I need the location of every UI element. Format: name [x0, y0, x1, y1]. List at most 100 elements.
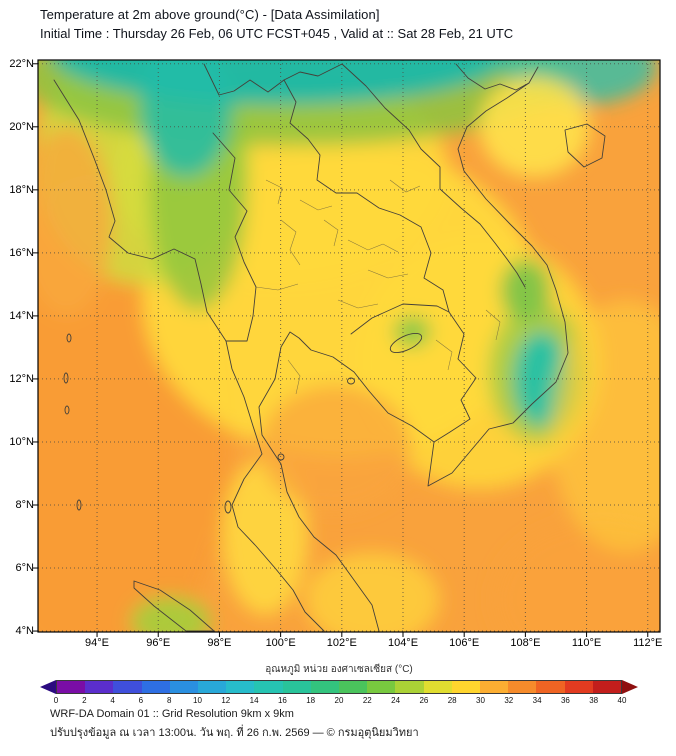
graticule-grid [38, 60, 660, 632]
colorbar-tick-label: 26 [419, 696, 429, 705]
lat-tick-label: 12°N [9, 372, 34, 385]
lat-tick-label: 10°N [9, 435, 34, 448]
lat-tick-label: 18°N [9, 183, 34, 196]
update-info-text: ปรับปรุงข้อมูล ณ เวลา 13:00น. วัน พฤ. ที… [50, 727, 419, 739]
colorbar-tick-label: 16 [277, 696, 287, 705]
colorbar-segment [451, 681, 481, 693]
colorbar: อุณหภูมิ หน่วย องศาเซลเซียส (°C) 0 2 4 6 8 10… [40, 662, 638, 707]
island-andaman-3 [66, 333, 72, 343]
colorbar-tick-label: 34 [532, 696, 542, 705]
border-cambodia-vietnam [433, 311, 477, 443]
temp-region-south-yellow [305, 552, 440, 632]
page-subtitle: Initial Time : Thursday 26 Feb, 06 UTC F… [40, 26, 514, 41]
colorbar-segment [310, 681, 340, 693]
colorbar-segment [169, 681, 199, 693]
island-phuket [224, 500, 232, 514]
lon-tick-label: 106°E [449, 637, 480, 649]
temperature-field [38, 60, 660, 632]
axis-ticks [33, 63, 649, 637]
lat-tick-label: 20°N [9, 120, 34, 133]
temp-region-peninsula-yellow [222, 457, 309, 616]
map-frame [33, 59, 661, 637]
temperature-map [33, 59, 661, 637]
border-thailand-laos-mekong [283, 79, 450, 313]
lon-tick-label: 96°E [146, 637, 171, 649]
border-china-north [203, 63, 530, 96]
lon-tick-label: 100°E [265, 637, 296, 649]
colorbar-segment [536, 681, 565, 693]
lon-tick-label: 104°E [387, 637, 419, 649]
province-borders [255, 179, 501, 395]
temp-region-east-sea-yellow [549, 300, 660, 553]
colorbar-segment [395, 681, 424, 693]
colorbar-tick-label: 36 [560, 696, 570, 705]
country-borders [53, 63, 606, 632]
colorbar-segment [282, 681, 311, 693]
lake-tonle-sap [389, 332, 423, 354]
colorbar-tick-labels: 0 2 4 6 8 10 12 14 16 18 20 22 24 26 28 30 32 34 36 38 40 [53, 696, 627, 707]
colorbar-tick-label: 12 [221, 696, 231, 705]
island-koh-chang [347, 377, 355, 385]
colorbar-segment [254, 681, 283, 693]
colorbar-segment [198, 681, 227, 693]
colorbar-tick-label: 28 [447, 696, 457, 705]
colorbar-tick-label: 4 [110, 696, 115, 705]
colorbar-tick-label: 32 [504, 696, 514, 705]
colorbar-tick-label: 24 [391, 696, 401, 705]
colorbar-tick-label: 2 [82, 696, 87, 705]
colorbar-segment [141, 681, 170, 693]
colorbar-segment [113, 681, 142, 693]
temp-region-green-north-sumatra [130, 596, 211, 632]
colorbar-tick-label: 38 [589, 696, 599, 705]
lat-tick-label: 8°N [15, 498, 34, 511]
colorbar-bar [40, 680, 638, 694]
colorbar-tick-label: 0 [53, 696, 59, 705]
colorbar-segment [367, 681, 396, 693]
colorbar-tick-label: 10 [193, 696, 202, 705]
colorbar-tick-label: 40 [617, 696, 627, 705]
colorbar-tick-label: 8 [166, 696, 172, 705]
colorbar-right-arrow-icon [622, 680, 638, 694]
island-nicobar [76, 499, 82, 511]
border-myanmar-thailand [212, 132, 257, 342]
island-andaman-2 [64, 405, 70, 415]
colorbar-segment [480, 681, 509, 693]
lon-tick-label: 102°E [326, 637, 357, 649]
temp-region-west-myanmar-coast-orange [38, 126, 113, 316]
colorbar-segments [56, 680, 622, 694]
colorbar-label: อุณหภูมิ หน่วย องศาเซลเซียส (°C) [265, 664, 413, 675]
colorbar-tick-label: 14 [249, 696, 259, 705]
border-laos-vietnam [341, 63, 526, 288]
island-samui [277, 453, 285, 461]
colorbar-tick-label: 22 [362, 696, 372, 705]
map-border-frame [37, 59, 661, 633]
colorbar-segment [423, 681, 452, 693]
colorbar-segment [564, 681, 593, 693]
lat-tick-label: 22°N [9, 57, 34, 70]
coastline-gulf-vietnam [258, 66, 569, 632]
colorbar-left-arrow-icon [40, 680, 56, 694]
lat-tick-label: 4°N [15, 625, 34, 638]
lat-tick-label: 6°N [15, 562, 34, 575]
temp-region-teal-tongue-nw [139, 60, 232, 178]
island-andaman-1 [63, 372, 69, 384]
lat-tick-label: 14°N [9, 309, 34, 322]
lon-tick-label: 108°E [510, 637, 541, 649]
colorbar-segment [508, 681, 537, 693]
colorbar-tick-label: 18 [306, 696, 316, 705]
colorbar-tick-label: 20 [334, 696, 344, 705]
colorbar-segment [57, 681, 86, 693]
lon-tick-label: 112°E [633, 637, 663, 649]
island-hainan [564, 123, 606, 168]
temp-region-green-spot-cambodia [393, 315, 431, 348]
lon-tick-label: 98°E [207, 637, 232, 649]
colorbar-segment [339, 681, 368, 693]
colorbar-tick-label: 6 [138, 696, 144, 705]
colorbar-segment [85, 681, 114, 693]
lon-tick-label: 94°E [85, 637, 110, 649]
lon-tick-label: 110°E [571, 637, 602, 649]
colorbar-tick-label: 30 [476, 696, 485, 705]
footer: WRF-DA Domain 01 :: Grid Resolution 9km … [50, 708, 419, 741]
border-thailand-cambodia [350, 303, 450, 335]
model-info-text: WRF-DA Domain 01 :: Grid Resolution 9km … [50, 708, 294, 720]
